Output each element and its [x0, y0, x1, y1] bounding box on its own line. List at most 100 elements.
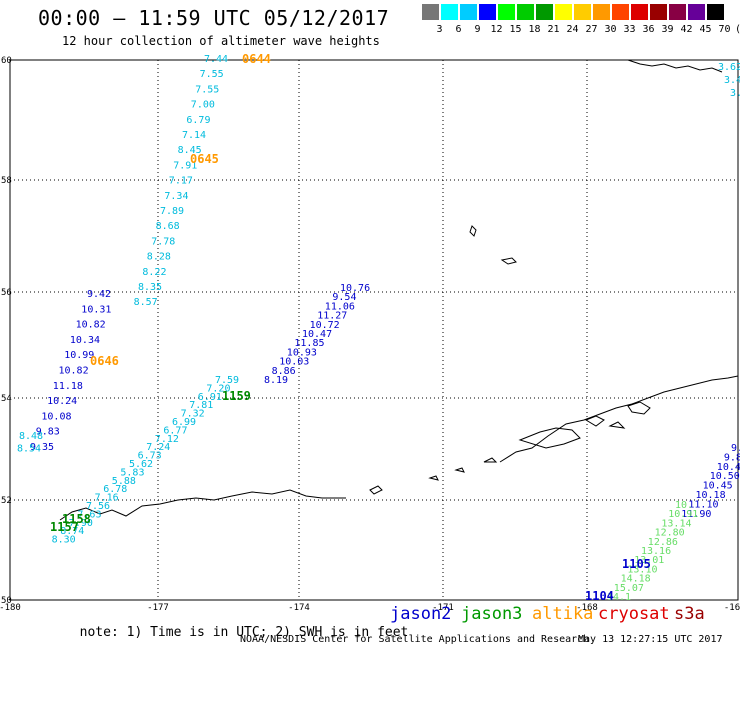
wave-height-value: 8.74	[60, 526, 84, 537]
wave-height-value: 15.07	[614, 583, 644, 594]
legend-note: note: 1) Time is in UTC; 2) SWH is in fe…	[79, 625, 409, 640]
pass-time-label: 0645	[190, 152, 219, 166]
pass-time-label: 1104	[585, 589, 614, 603]
lon-label: -16	[724, 603, 740, 613]
lon-label: -177	[147, 603, 169, 613]
lat-label: 50	[1, 596, 12, 606]
lon-label: -168	[576, 603, 598, 613]
wave-height-value: 7.55	[195, 84, 219, 95]
wave-height-value: 10.	[675, 500, 693, 511]
altimeter-tracks: 7.44 7.55 7.55 7.00 6.79 7.14 8.45 7.91 7.17 7.34…	[17, 54, 740, 603]
wave-height-value: 10.76	[340, 283, 370, 294]
wave-height-value: 8.57	[134, 297, 158, 308]
wave-height-value: 8.28	[147, 252, 171, 263]
wave-height-value: 3.62	[718, 62, 740, 73]
wave-height-value: 7.32	[181, 409, 205, 420]
wave-height-value: 7.78	[151, 236, 175, 247]
wave-height-map: 60 58 56 54 52 50-180 -177 -174 -171 -168 -16 7.44…	[0, 52, 740, 613]
lat-label: 56	[1, 288, 12, 298]
scale-label: 12	[490, 24, 503, 35]
wave-height-value: 10.34	[70, 335, 100, 346]
scale-swatch	[574, 4, 591, 20]
st-matthew-island	[469, 225, 477, 237]
wave-height-value: 8.86	[272, 366, 296, 377]
legend-jason3: jason3	[461, 604, 523, 624]
wave-height-value: 9.35	[30, 442, 54, 453]
scale-label: 45	[699, 24, 712, 35]
lon-label: -180	[0, 603, 21, 613]
wave-height-value: 11.06	[325, 301, 355, 312]
wave-height-value: 13.16	[641, 546, 671, 557]
wave-height-value: 7.59	[215, 375, 239, 386]
wave-height-value: 10.93	[287, 347, 317, 358]
scale-label: 33	[623, 24, 636, 35]
wave-height-value: 12.80	[655, 528, 685, 539]
wave-height-value: 13.01	[634, 555, 664, 566]
kodiak-area	[627, 401, 651, 415]
map-title: 00:00 – 11:59 UTC 05/12/2017	[38, 6, 390, 30]
pass-time-label: 0644	[242, 52, 271, 66]
scale-label: 15	[509, 24, 522, 35]
aleutian-chain-main	[59, 489, 346, 521]
wave-height-value: 6.99	[172, 417, 196, 428]
wave-height-value: 8.45	[178, 145, 202, 156]
wave-height-value: 11.27	[317, 311, 347, 322]
wave-height-value: 8.19	[264, 375, 288, 386]
credit-text: NOAA/NESDIS Center for Satellite Applica…	[240, 634, 590, 645]
wave-height-value: 10.24	[47, 396, 77, 407]
wave-height-value: 11.90	[681, 509, 711, 520]
pass-time-label: 1159	[222, 389, 251, 403]
scale-label: 9	[474, 24, 481, 35]
wave-height-value: 6.77	[163, 425, 187, 436]
scale-swatch	[479, 4, 496, 20]
wave-height-value: 7.89	[160, 206, 184, 217]
lat-label: 54	[1, 394, 12, 404]
wave-height-value: 3.	[730, 88, 740, 99]
scale-label: 21	[547, 24, 560, 35]
wave-height-value: 8.22	[142, 267, 166, 278]
wave-height-value: 13.14	[661, 518, 691, 529]
scale-swatch	[460, 4, 477, 20]
wave-height-value: 7.24	[146, 442, 170, 453]
wave-height-value: 5.62	[129, 459, 153, 470]
wave-height-value: 9.54	[332, 292, 356, 303]
scale-swatch	[631, 4, 648, 20]
wave-height-value: 9.	[731, 443, 740, 454]
wave-height-value: 12.86	[648, 537, 678, 548]
wave-height-value: 7.34	[164, 191, 188, 202]
map-subtitle: 12 hour collection of altimeter wave hei…	[62, 34, 380, 48]
wave-height-value: 8.30	[52, 535, 76, 546]
scale-label: 27	[585, 24, 598, 35]
legend-cryosat: cryosat	[598, 604, 670, 624]
scale-label: 24	[566, 24, 579, 35]
wave-height-value: 6.79	[186, 115, 210, 126]
wave-height-value: 8.68	[156, 221, 180, 232]
scale-label: (ft)	[735, 24, 740, 35]
wave-height-value: 5.83	[120, 467, 144, 478]
wave-height-value: 10.08	[41, 411, 71, 422]
wave-height-value: 7.12	[155, 434, 179, 445]
wave-height-value: 7.55	[200, 69, 224, 80]
wave-height-value: 11.18	[53, 381, 83, 392]
legend-altika: altika	[532, 604, 594, 624]
wave-height-value: 7.44	[204, 54, 228, 65]
wave-height-value: 9.42	[87, 289, 111, 300]
scale-label: 30	[604, 24, 617, 35]
wave-height-value: 10.48	[717, 462, 740, 473]
wave-height-value: 11.85	[294, 338, 324, 349]
pass-time-label: 1158	[62, 512, 91, 526]
scale-label: 6	[455, 24, 462, 35]
scale-swatch	[498, 4, 515, 20]
wave-height-value: 10.31	[81, 304, 111, 315]
wave-height-value: 10.45	[703, 481, 733, 492]
wave-height-value: 10.72	[310, 320, 340, 331]
scale-swatch	[593, 4, 610, 20]
wave-height-value: 7.14	[182, 130, 206, 141]
wave-height-value: 10.91	[668, 509, 698, 520]
aleutian-small-islands	[369, 457, 498, 495]
timestamp-text: May 13 12:27:15 UTC 2017	[578, 634, 723, 645]
wave-height-value: 13.10	[627, 564, 657, 575]
lon-label: -171	[432, 603, 454, 613]
alaska-peninsula	[499, 375, 739, 463]
wave-height-value: 6.73	[138, 451, 162, 462]
